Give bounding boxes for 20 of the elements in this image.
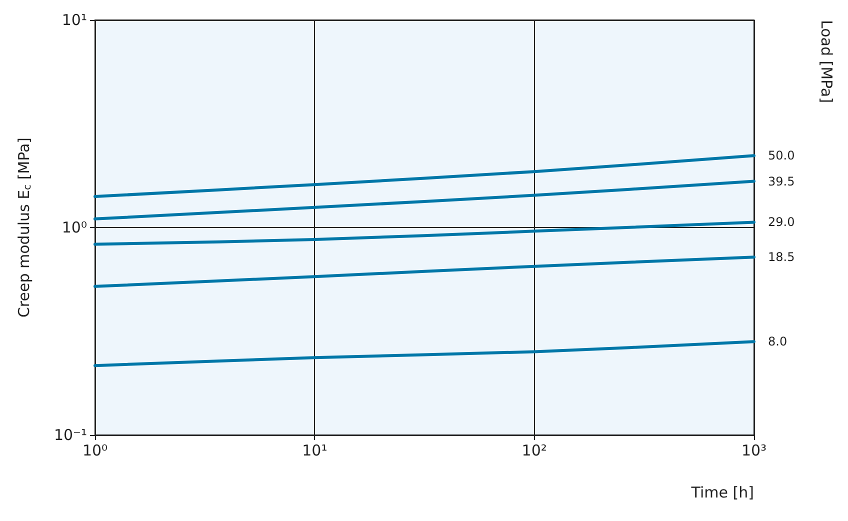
y-tick-label: 10⁰ — [62, 218, 87, 236]
x-axis-title: Time [h] — [690, 484, 754, 502]
line-series — [94, 220, 756, 246]
x-tick-label: 10³ — [741, 442, 767, 460]
line-series — [94, 180, 756, 220]
series-label: 18.5 — [768, 250, 795, 264]
y-tick-label: 10⁻¹ — [54, 426, 87, 444]
x-tick-label: 10² — [522, 442, 547, 460]
line-series — [94, 340, 756, 368]
x-tick-label: 10⁰ — [82, 442, 108, 460]
line-series — [94, 154, 756, 198]
y-tick-label: 10¹ — [62, 11, 87, 29]
series-label: 29.0 — [768, 215, 795, 230]
series-label: 39.5 — [768, 174, 795, 188]
series-label: 8.0 — [768, 334, 788, 349]
y-axis-title: Creep modulus Ec [MPa] — [15, 137, 34, 318]
line-series — [94, 256, 756, 288]
series-label: 50.0 — [768, 148, 795, 163]
x-tick-label: 10¹ — [302, 442, 328, 460]
legend-title: Load [MPa] — [818, 20, 836, 103]
